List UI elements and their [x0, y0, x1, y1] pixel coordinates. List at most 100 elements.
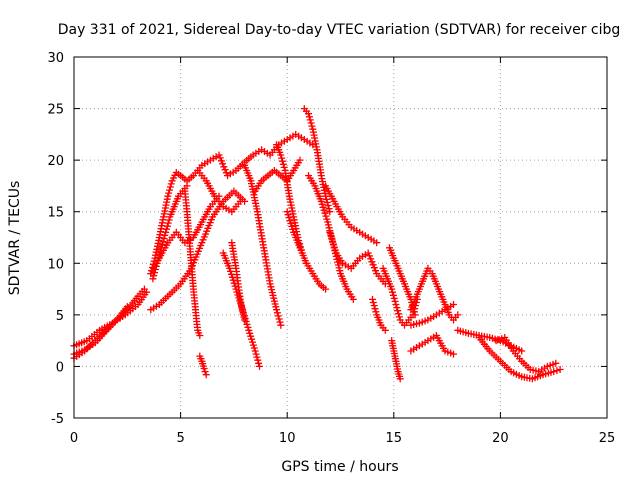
- x-tick-label: 20: [492, 431, 509, 446]
- data-point: [324, 202, 332, 209]
- series-track-30: [492, 334, 560, 376]
- data-point: [166, 183, 174, 191]
- data-point: [318, 200, 326, 208]
- axis-ticks: 0 5 10 15 20 25 -5 0 5 10 15 20 25 30: [47, 51, 615, 446]
- data-point: [330, 240, 337, 248]
- data-point: [166, 186, 173, 194]
- series-track-13: [241, 161, 285, 329]
- data-point: [394, 307, 402, 315]
- y-axis-label: SDTVAR / TECUs: [7, 181, 23, 296]
- data-point: [283, 208, 291, 216]
- data-point: [326, 228, 334, 236]
- data-point: [277, 321, 285, 329]
- y-tick-label: 20: [47, 154, 64, 169]
- data-point: [219, 160, 227, 168]
- data-point: [390, 294, 398, 302]
- data-point: [226, 264, 234, 272]
- data-point: [201, 368, 209, 376]
- data-point: [196, 332, 204, 339]
- series-track-22: [386, 244, 419, 319]
- data-point: [322, 285, 330, 293]
- data-point: [153, 245, 161, 253]
- data-point: [255, 359, 263, 367]
- grid-lines: [74, 57, 607, 418]
- data-point: [247, 332, 255, 340]
- data-point: [395, 313, 403, 321]
- data-point: [389, 288, 396, 296]
- data-point: [254, 356, 262, 364]
- x-tick-label: 15: [386, 431, 403, 446]
- data-point: [216, 154, 224, 162]
- data-point: [123, 303, 131, 311]
- data-point: [393, 304, 401, 312]
- data-point: [279, 160, 287, 168]
- data-point: [369, 295, 376, 303]
- data-point: [280, 163, 288, 171]
- data-point: [381, 326, 389, 334]
- series-track-12: [196, 352, 210, 379]
- data-point: [349, 295, 357, 303]
- x-tick-label: 5: [176, 431, 184, 446]
- data-point: [389, 291, 397, 299]
- y-tick-label: 10: [47, 257, 64, 272]
- data-point: [256, 362, 263, 370]
- data-point: [552, 359, 560, 367]
- data-point: [388, 285, 396, 293]
- data-point: [331, 246, 339, 254]
- data-point: [371, 305, 379, 313]
- series-track-3: [70, 303, 131, 358]
- data-point: [395, 310, 402, 318]
- data-point: [391, 297, 399, 305]
- data-point: [241, 316, 249, 324]
- data-point: [279, 157, 286, 165]
- y-tick-label: 30: [47, 51, 64, 66]
- data-point: [273, 309, 281, 317]
- series-track-25: [407, 264, 462, 324]
- data-point: [159, 238, 167, 246]
- data-point: [273, 306, 280, 314]
- data-point: [370, 302, 378, 310]
- data-points: [70, 105, 564, 383]
- data-point: [251, 347, 259, 355]
- series-track-11: [228, 239, 249, 324]
- series-track-23: [388, 337, 404, 383]
- series-track-10: [219, 249, 263, 370]
- data-point: [163, 225, 170, 233]
- data-point: [249, 338, 256, 346]
- data-point: [326, 208, 334, 216]
- data-point: [305, 113, 313, 121]
- data-point: [306, 116, 314, 124]
- data-point: [307, 119, 315, 127]
- data-point: [160, 235, 168, 242]
- data-point: [202, 371, 210, 379]
- chart-title: Day 331 of 2021, Sidereal Day-to-day VTE…: [58, 22, 621, 38]
- data-point: [162, 228, 170, 236]
- data-point: [252, 350, 260, 358]
- data-point: [411, 311, 419, 319]
- series-track-19: [322, 182, 381, 247]
- data-point: [323, 198, 331, 206]
- data-point: [372, 308, 380, 316]
- data-point: [550, 368, 558, 376]
- data-point: [164, 192, 172, 200]
- y-tick-label: 0: [56, 360, 64, 375]
- x-tick-label: 0: [70, 431, 78, 446]
- data-point: [454, 311, 462, 319]
- data-point: [322, 195, 330, 203]
- series-track-15: [273, 141, 306, 257]
- data-point: [143, 288, 150, 296]
- series-track-9: [194, 167, 244, 216]
- data-point: [308, 122, 316, 130]
- data-point: [288, 222, 296, 230]
- series-track-4: [147, 130, 317, 278]
- x-tick-label: 25: [599, 431, 616, 446]
- data-point: [253, 353, 261, 361]
- data-point: [518, 347, 526, 355]
- data-point: [325, 205, 333, 213]
- data-point: [200, 365, 208, 372]
- series-track-16: [283, 208, 330, 293]
- data-point: [221, 166, 229, 174]
- data-point: [163, 222, 171, 230]
- data-point: [165, 189, 173, 197]
